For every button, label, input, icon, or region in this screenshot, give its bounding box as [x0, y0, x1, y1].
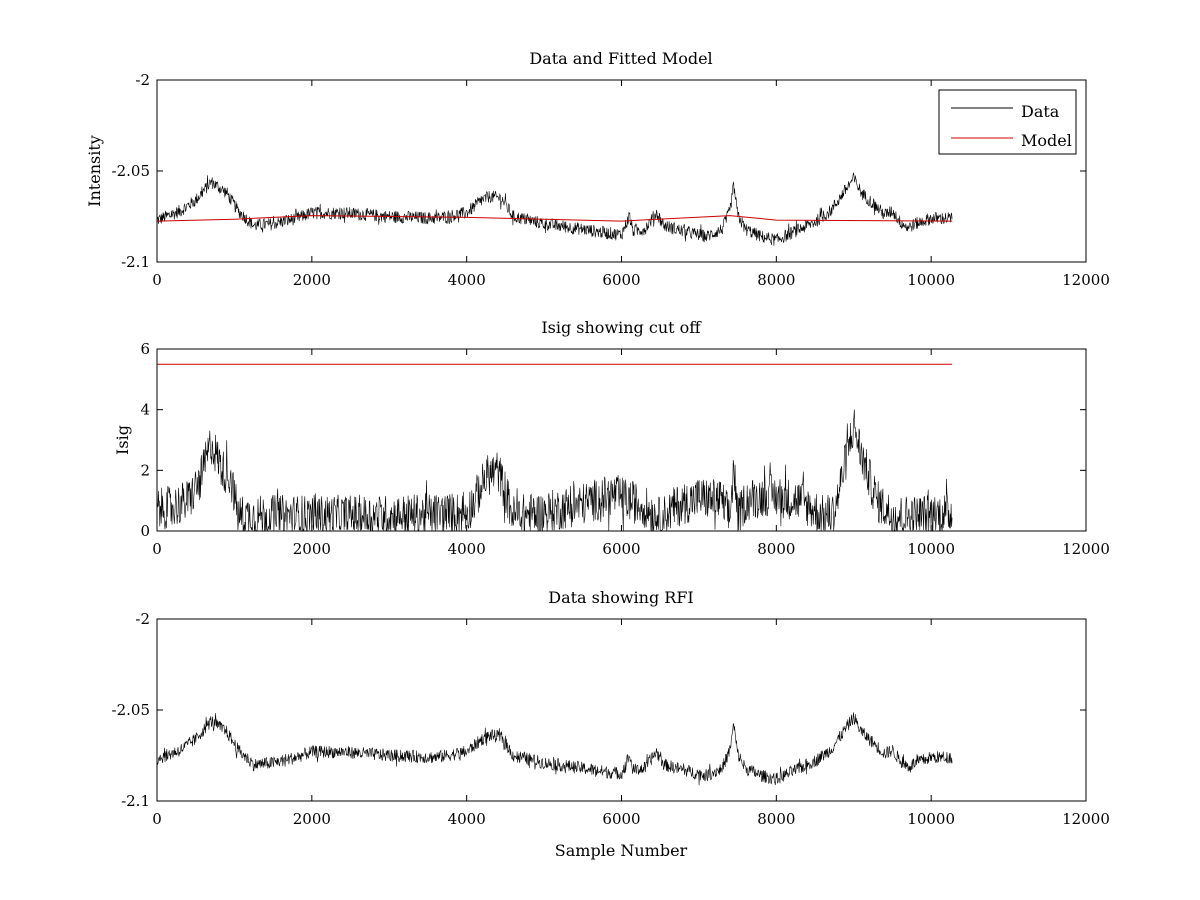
- plot-area: [156, 363, 953, 533]
- chart-title: Data showing RFI: [548, 588, 693, 607]
- x-tick-label: 0: [152, 271, 162, 289]
- plot-area: [156, 172, 953, 246]
- x-tick-label: 10000: [907, 271, 955, 289]
- x-tick-label: 12000: [1062, 810, 1110, 828]
- x-tick-label: 4000: [448, 271, 486, 289]
- x-tick-label: 4000: [448, 540, 486, 558]
- x-tick-label: 6000: [602, 271, 640, 289]
- chart-title: Isig showing cut off: [541, 318, 702, 337]
- y-tick-label: 4: [140, 401, 150, 419]
- axis-ticks: 0 2000 4000 6000 8000 10000 12000 0 2 4 6: [140, 340, 1109, 558]
- legend: Data Model: [938, 89, 1077, 155]
- x-tick-label: 8000: [757, 540, 795, 558]
- axis-ticks: 0 2000 4000 6000 8000 10000 12000 -2.1 -2.05 -2: [112, 71, 1110, 289]
- x-axis-label: Sample Number: [555, 841, 688, 860]
- x-tick-label: 6000: [602, 540, 640, 558]
- x-tick-label: 0: [152, 810, 162, 828]
- x-tick-label: 4000: [448, 810, 486, 828]
- y-tick-label: -2: [135, 71, 150, 89]
- axes-box: [156, 79, 1087, 263]
- legend-label-model: Model: [1021, 131, 1072, 150]
- panel-isig-showing-cut-off: Isig showing cut off Isig 0 2000 4000 6000 8…: [113, 318, 1110, 558]
- y-axis-label: Intensity: [85, 135, 104, 207]
- series-line-isig: [156, 712, 953, 786]
- plot-area: [156, 712, 953, 786]
- x-tick-label: 2000: [293, 810, 331, 828]
- x-tick-label: 8000: [757, 810, 795, 828]
- y-tick-label: -2.1: [121, 253, 150, 271]
- y-tick-label: 0: [140, 522, 150, 540]
- axis-ticks: 0 2000 4000 6000 8000 10000 12000 -2.1 -2.05 -2: [112, 610, 1110, 828]
- y-tick-label: -2: [135, 610, 150, 628]
- legend-label-data: Data: [1021, 102, 1060, 121]
- panel-data-showing-rfi: Data showing RFI 0 2000 4000 6000 8000 10000 1…: [112, 588, 1110, 828]
- axes-box: [156, 348, 1087, 532]
- y-tick-label: -2.05: [112, 701, 150, 719]
- x-tick-label: 10000: [907, 540, 955, 558]
- series-line-isig: [156, 409, 953, 533]
- x-tick-label: 12000: [1062, 271, 1110, 289]
- y-axis-label: Isig: [113, 425, 132, 455]
- legend-box: [938, 89, 1077, 155]
- series-line-model: [156, 215, 953, 222]
- y-tick-label: 6: [140, 340, 150, 358]
- axes-box: [156, 618, 1087, 802]
- series-line-data: [156, 172, 953, 246]
- panel-data-and-fitted-model: Data and Fitted Model Intensity 0 2000 400…: [85, 49, 1110, 289]
- chart-title: Data and Fitted Model: [529, 49, 712, 68]
- x-tick-label: 10000: [907, 810, 955, 828]
- x-tick-label: 0: [152, 540, 162, 558]
- x-tick-label: 2000: [293, 540, 331, 558]
- x-tick-label: 8000: [757, 271, 795, 289]
- x-tick-label: 2000: [293, 271, 331, 289]
- y-tick-label: 2: [140, 461, 150, 479]
- x-tick-label: 12000: [1062, 540, 1110, 558]
- y-tick-label: -2.05: [112, 162, 150, 180]
- y-tick-label: -2.1: [121, 792, 150, 810]
- x-tick-label: 6000: [602, 810, 640, 828]
